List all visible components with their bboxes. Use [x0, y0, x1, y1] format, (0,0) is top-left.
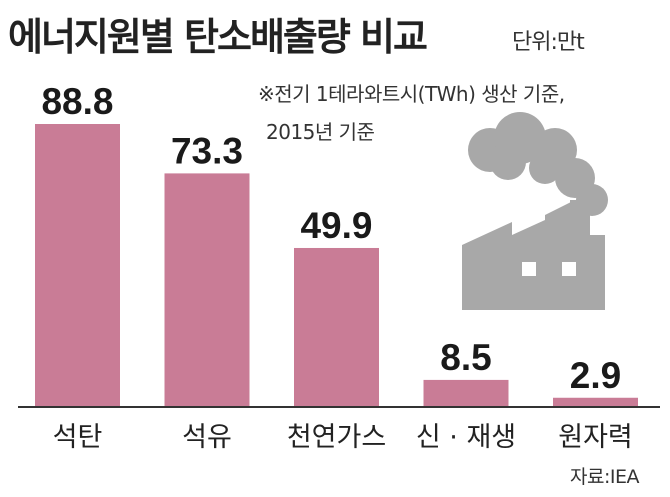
category-label-0: 석탄 — [53, 422, 103, 453]
chart-title: 에너지원별 탄소배출량 비교 — [8, 15, 428, 59]
value-label-3: 8.5 — [440, 337, 491, 378]
bar-4 — [553, 397, 638, 407]
unit-label: 단위:만t — [512, 30, 585, 55]
source-label: 자료:IEA — [570, 466, 639, 488]
bar-2 — [294, 247, 379, 407]
value-label-0: 88.8 — [41, 81, 113, 122]
value-label-1: 73.3 — [171, 130, 243, 171]
category-label-1: 석유 — [182, 422, 232, 453]
note-line-2: 2015년 기준 — [266, 120, 375, 144]
category-label-2: 천연가스 — [287, 422, 386, 453]
value-label-2: 49.9 — [300, 205, 372, 246]
factory-smoke-icon — [462, 112, 608, 310]
bar-0 — [35, 124, 120, 407]
category-label-4: 원자력 — [558, 422, 633, 453]
bar-1 — [164, 173, 250, 407]
bars-layer: 88.8 석탄 73.3 석유 49.9 천연가스 8.5 신 · 재생 2.9 원자력 — [35, 81, 638, 453]
category-label-3: 신 · 재생 — [416, 422, 516, 453]
bar-3 — [423, 379, 509, 407]
note-line-1: ※전기 1테라와트시(TWh) 생산 기준, — [258, 82, 565, 106]
value-label-4: 2.9 — [570, 355, 621, 396]
